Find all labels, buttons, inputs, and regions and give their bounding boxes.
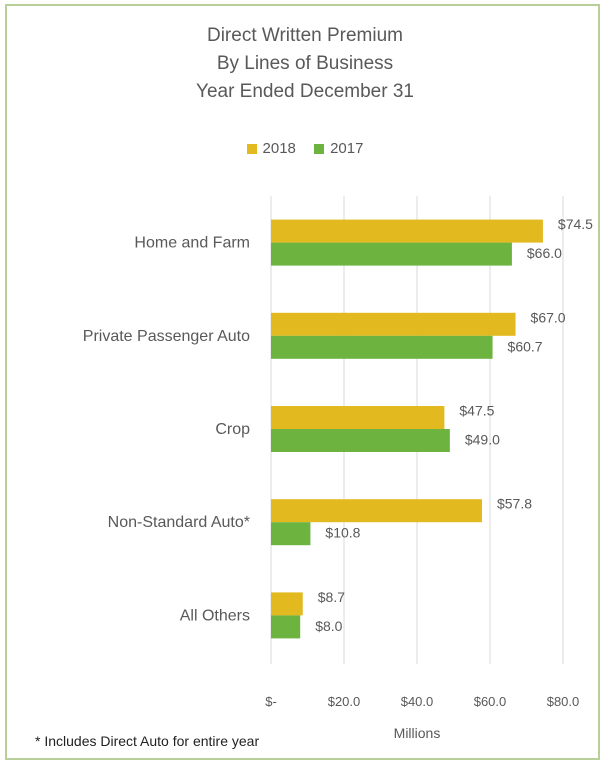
bar-2018-0 bbox=[271, 219, 543, 243]
bar-2017-1 bbox=[271, 335, 493, 359]
legend-label-2018: 2018 bbox=[262, 140, 296, 157]
bar-2018-2 bbox=[271, 406, 445, 429]
data-label-2018-0: $74.5 bbox=[558, 216, 593, 232]
legend-swatch-2017 bbox=[314, 143, 325, 154]
bar-2017-2 bbox=[271, 429, 450, 452]
category-label-1: Private Passenger Auto bbox=[83, 328, 250, 345]
chart-title-line-2: By Lines of Business bbox=[216, 53, 394, 74]
category-label-0: Home and Farm bbox=[134, 235, 250, 252]
bar-2018-4 bbox=[271, 592, 303, 616]
data-label-2018-3: $57.8 bbox=[497, 496, 532, 512]
data-label-2017-1: $60.7 bbox=[508, 338, 543, 354]
category-label-2: Crop bbox=[215, 421, 250, 438]
data-label-2017-3: $10.8 bbox=[325, 525, 360, 541]
x-tick-label-2: $40.0 bbox=[401, 694, 434, 709]
legend-swatch-2018 bbox=[246, 143, 257, 154]
bar-2017-3 bbox=[271, 522, 311, 546]
x-tick-label-4: $80.0 bbox=[547, 694, 580, 709]
x-tick-label-0: $- bbox=[265, 694, 277, 709]
x-tick-label-1: $20.0 bbox=[328, 694, 361, 709]
bar-2017-4 bbox=[271, 615, 301, 639]
x-axis-label: Millions bbox=[394, 725, 441, 741]
legend-label-2017: 2017 bbox=[330, 140, 364, 157]
data-label-2017-2: $49.0 bbox=[465, 432, 500, 448]
footnote: * Includes Direct Auto for entire year bbox=[35, 733, 260, 749]
chart-frame bbox=[5, 4, 600, 760]
data-label-2018-2: $47.5 bbox=[459, 403, 494, 419]
legend-item-2018: 2018 bbox=[246, 140, 296, 157]
bar-2018-1 bbox=[271, 312, 516, 336]
data-label-2017-0: $66.0 bbox=[527, 245, 562, 261]
data-label-2017-4: $8.0 bbox=[315, 618, 342, 634]
legend-item-2017: 2017 bbox=[314, 140, 363, 157]
data-label-2018-4: $8.7 bbox=[318, 589, 345, 605]
bar-2018-3 bbox=[271, 499, 482, 523]
chart-legend: 2018 2017 bbox=[0, 140, 610, 158]
chart-title-line-3: Year Ended December 31 bbox=[196, 81, 414, 102]
chart-title: Direct Written Premium By Lines of Busin… bbox=[0, 22, 610, 106]
data-label-2018-1: $67.0 bbox=[531, 309, 566, 325]
chart-title-line-1: Direct Written Premium bbox=[206, 25, 403, 46]
bar-2017-0 bbox=[271, 242, 512, 266]
x-tick-label-3: $60.0 bbox=[474, 694, 507, 709]
category-label-4: All Others bbox=[180, 607, 250, 624]
category-label-3: Non-Standard Auto* bbox=[108, 514, 250, 531]
